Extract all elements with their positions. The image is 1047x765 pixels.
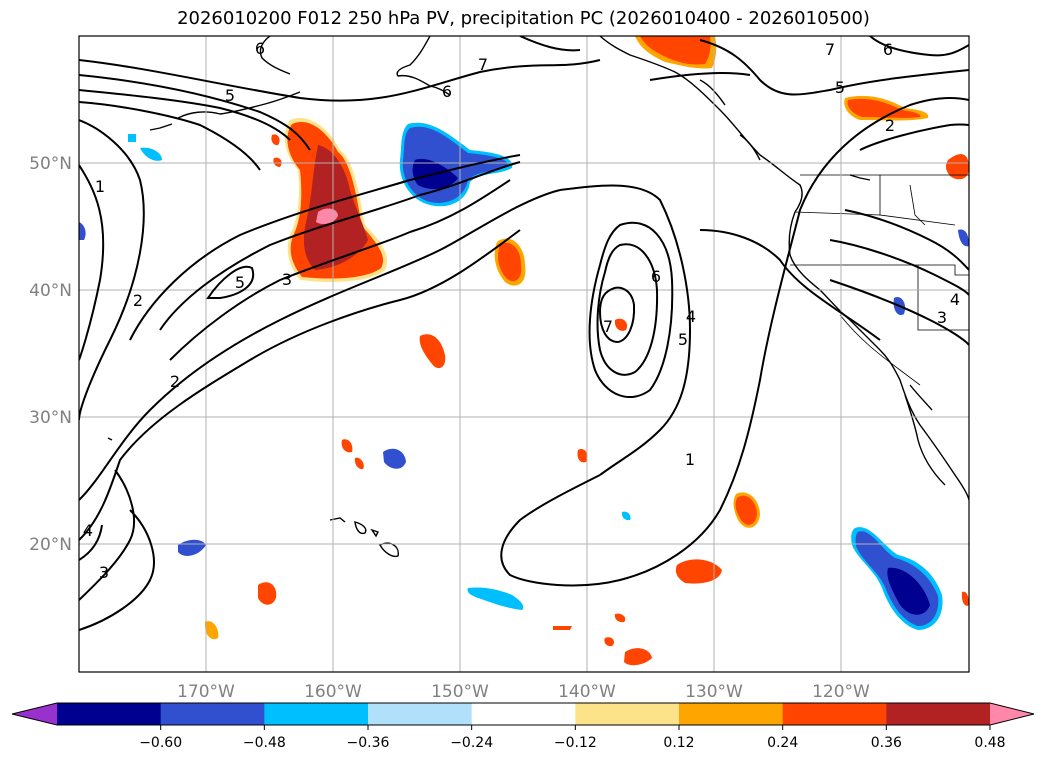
precip-positive-area	[961, 591, 969, 606]
lon-tick-label: 150°W	[431, 682, 489, 702]
colorbar-segment	[471, 703, 576, 725]
precip-negative-area	[79, 222, 86, 240]
contour-label: 6	[442, 82, 452, 101]
longitude-labels: 170°W 160°W 150°W 140°W 130°W 120°W	[177, 682, 870, 702]
colorbar-outline	[11, 702, 1035, 726]
colorbar-segment	[57, 703, 162, 725]
contour-label: 6	[883, 40, 893, 59]
colorbar-segment	[160, 703, 265, 725]
map-plot-area: 6 7 5 6 7 6 5 2 1 2 5 3 2 6 7 5 4 1 4 3 …	[79, 36, 969, 672]
contour-label: 5	[235, 273, 245, 292]
colorbar: −0.60 −0.48 −0.36 −0.24 −0.12 0.12 0.24 0.36 0.4…	[11, 702, 1035, 751]
pv-contour-labels: 6 7 5 6 7 6 5 2 1 2 5 3 2 6 7 5 4 1 4 3 …	[83, 39, 960, 582]
contour-label: 5	[225, 86, 235, 105]
contour-label: 7	[825, 40, 835, 59]
colorbar-tick-label: −0.60	[139, 735, 182, 751]
contour-label: 7	[603, 317, 613, 336]
contour-label: 2	[885, 116, 895, 135]
colorbar-tick-label: 0.36	[871, 735, 902, 751]
contour-label: 1	[95, 177, 105, 196]
contour-label: 6	[651, 267, 661, 286]
lon-tick-label: 130°W	[685, 682, 743, 702]
precip-positive-area	[553, 626, 572, 630]
colorbar-tick-label: 0.48	[974, 735, 1005, 751]
contour-label: 1	[685, 450, 695, 469]
map-frame	[78, 35, 970, 673]
lon-tick-label: 120°W	[812, 682, 870, 702]
precip-negative-area	[467, 587, 524, 610]
precip-positive-area	[604, 637, 615, 647]
precip-positive-area	[614, 613, 626, 623]
colorbar-extend-max	[990, 703, 1034, 725]
precip-positive-area	[341, 439, 353, 453]
colorbar-tick-label: −0.36	[347, 735, 390, 751]
precip-positive-area	[614, 318, 628, 331]
precip-positive-area	[577, 449, 588, 463]
colorbar-segment	[368, 703, 473, 725]
colorbar-extend-min	[12, 703, 57, 725]
precip-positive-area	[498, 242, 522, 282]
colorbar-tick-label: −0.12	[554, 735, 597, 751]
precip-positive-area	[271, 134, 280, 146]
colorbar-segment	[782, 703, 887, 725]
lat-tick-label: 20°N	[29, 535, 72, 555]
precip-positive-area	[354, 457, 364, 470]
lat-tick-label: 50°N	[29, 154, 72, 174]
colorbar-segment	[679, 703, 784, 725]
precip-positive-area	[675, 559, 722, 584]
precip-positive-area	[273, 157, 282, 167]
precip-positive-area	[258, 582, 277, 605]
contour-label: 6	[255, 39, 265, 58]
precip-negative-area	[383, 448, 406, 469]
contour-label: 4	[686, 307, 696, 326]
precip-positive-area	[624, 648, 652, 666]
contour-label: 5	[678, 330, 688, 349]
precip-positive-area	[640, 36, 711, 65]
lat-tick-label: 40°N	[29, 281, 72, 301]
precip-positive-core	[303, 145, 368, 270]
latitude-labels: 20°N 30°N 40°N 50°N	[29, 154, 72, 555]
colorbar-tick-label: 0.12	[663, 735, 694, 751]
contour-label: 3	[282, 270, 292, 289]
precip-negative-area	[128, 134, 136, 142]
contour-label: 2	[133, 291, 143, 310]
coastlines	[107, 36, 969, 558]
colorbar-tick-label: −0.24	[450, 735, 493, 751]
lat-tick-label: 30°N	[29, 408, 72, 428]
lon-tick-label: 160°W	[304, 682, 362, 702]
precip-positive-area	[204, 621, 219, 640]
pv-contours	[79, 36, 969, 631]
precip-positive-area	[847, 98, 921, 118]
precip-positive-area	[735, 495, 757, 525]
precip-negative-area	[621, 511, 631, 521]
precip-positive-area	[419, 334, 446, 369]
contour-label: 2	[170, 372, 180, 391]
colorbar-segment	[575, 703, 680, 725]
contour-label: 5	[835, 78, 845, 97]
colorbar-tick-label: −0.48	[243, 735, 286, 751]
precip-negative-area	[140, 147, 162, 161]
precip-positive-area	[945, 154, 969, 180]
precip-negative-core	[887, 567, 930, 615]
contour-label: 4	[83, 521, 93, 540]
lon-tick-label: 140°W	[558, 682, 616, 702]
precip-negative-area	[958, 229, 969, 247]
colorbar-segment	[886, 703, 991, 725]
contour-label: 4	[950, 290, 960, 309]
lon-tick-label: 170°W	[177, 682, 235, 702]
gridlines	[79, 36, 969, 672]
colorbar-segment	[264, 703, 369, 725]
contour-label: 7	[478, 55, 488, 74]
colorbar-tick-label: 0.24	[767, 735, 798, 751]
contour-label: 3	[99, 563, 109, 582]
contour-label: 3	[937, 308, 947, 327]
map-title: 2026010200 F012 250 hPa PV, precipitatio…	[177, 8, 870, 29]
